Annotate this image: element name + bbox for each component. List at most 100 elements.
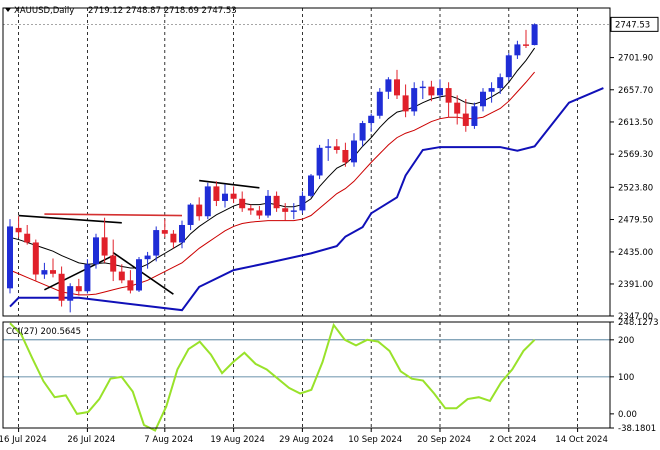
candle-body bbox=[342, 149, 349, 163]
cci-y-tick-label: 200 bbox=[618, 336, 634, 346]
candle-body bbox=[127, 280, 134, 291]
price-y-tick-label: 2701.90 bbox=[618, 54, 653, 64]
price-panel bbox=[7, 23, 604, 313]
candle-body bbox=[110, 255, 117, 272]
candle-body bbox=[376, 91, 383, 116]
candle-body bbox=[101, 237, 108, 256]
symbol-label: XAUUSD,Daily bbox=[14, 6, 74, 16]
candle-body bbox=[488, 88, 495, 92]
price-y-tick-label: 2613.50 bbox=[618, 118, 653, 128]
candle-body bbox=[239, 198, 246, 209]
candle-body bbox=[58, 273, 65, 301]
cci-panel bbox=[9, 322, 536, 432]
candle-body bbox=[67, 286, 74, 301]
candle-body bbox=[204, 186, 211, 217]
x-tick-label: 29 Aug 2024 bbox=[279, 435, 333, 445]
candle-body bbox=[75, 286, 82, 292]
candle-body bbox=[84, 264, 91, 292]
cci-title: CCI(27) 200.5645 bbox=[6, 327, 81, 337]
candle-body bbox=[368, 115, 375, 124]
price-y-tick-label: 2435.00 bbox=[618, 248, 653, 258]
candle-body bbox=[15, 227, 22, 233]
candle-body bbox=[222, 193, 228, 201]
cci-y-tick-label: 0.00 bbox=[618, 410, 637, 420]
price-y-tick-label: 2569.30 bbox=[618, 150, 653, 160]
candle-body bbox=[93, 237, 99, 265]
price-y-tick-label: 2479.50 bbox=[618, 216, 653, 226]
price-y-tick-label: 2347.00 bbox=[618, 312, 653, 322]
x-tick-label: 16 Jul 2024 bbox=[0, 435, 47, 445]
header: XAUUSD,Daily 2719.12 2748.87 2718.69 274… bbox=[5, 6, 237, 16]
cci-y-tick-label: -38.1801 bbox=[618, 424, 656, 434]
x-tick-label: 2 Oct 2024 bbox=[489, 435, 536, 445]
candle-body bbox=[290, 210, 297, 212]
candle-body bbox=[118, 271, 125, 281]
candle-body bbox=[153, 230, 160, 256]
candle-body bbox=[282, 208, 289, 212]
candle-body bbox=[333, 146, 340, 150]
slow-moving-average bbox=[9, 71, 535, 296]
x-tick-label: 19 Aug 2024 bbox=[210, 435, 264, 445]
price-panel-border bbox=[2, 7, 611, 317]
candle-body bbox=[402, 95, 409, 112]
candle-body bbox=[419, 86, 426, 89]
candle-body bbox=[462, 113, 469, 126]
candle-body bbox=[41, 270, 48, 275]
last-price-label: 2747.53 bbox=[615, 20, 650, 30]
candle-body bbox=[325, 146, 332, 148]
candle-body bbox=[471, 106, 478, 126]
candle-body bbox=[523, 44, 529, 46]
candle-body bbox=[24, 233, 31, 243]
candle-body bbox=[359, 123, 366, 141]
x-tick-label: 26 Jul 2024 bbox=[67, 435, 115, 445]
candle-body bbox=[170, 233, 177, 243]
x-tick-label: 10 Sep 2024 bbox=[348, 435, 402, 445]
candle-body bbox=[213, 186, 220, 201]
candle-body bbox=[394, 79, 400, 96]
price-y-tick-label: 2391.00 bbox=[618, 280, 653, 290]
trendline bbox=[44, 254, 114, 291]
candle-body bbox=[144, 255, 151, 260]
trailing-stop-line bbox=[9, 87, 604, 312]
cci-y-tick-label: 100 bbox=[618, 373, 634, 383]
candle-body bbox=[187, 204, 194, 225]
candle-body bbox=[505, 55, 512, 78]
candle-body bbox=[437, 88, 443, 96]
x-tick-label: 14 Oct 2024 bbox=[555, 435, 608, 445]
candle-body bbox=[50, 270, 56, 274]
candle-body bbox=[531, 24, 538, 46]
last-price-box bbox=[610, 16, 659, 32]
trendline bbox=[199, 179, 260, 189]
candle-body bbox=[230, 193, 237, 199]
cci-panel-border bbox=[2, 321, 611, 429]
candle-body bbox=[299, 195, 306, 211]
candle-body bbox=[179, 224, 185, 243]
candle-body bbox=[316, 147, 323, 176]
candle-body bbox=[32, 242, 39, 275]
candle-body bbox=[273, 195, 280, 209]
candle-body bbox=[454, 102, 461, 114]
cci-y-tick-label: 248.1273 bbox=[618, 318, 659, 328]
candle-body bbox=[256, 210, 263, 216]
candle-body bbox=[247, 208, 254, 211]
candle-body bbox=[411, 88, 418, 112]
candle-body bbox=[514, 44, 521, 56]
grid-lines bbox=[3, 8, 610, 428]
trendline bbox=[112, 251, 174, 295]
dropdown-triangle-icon[interactable] bbox=[5, 8, 11, 12]
candle-body bbox=[265, 195, 271, 216]
candle-body bbox=[497, 77, 504, 89]
x-tick-label: 20 Sep 2024 bbox=[417, 435, 471, 445]
candle-body bbox=[136, 259, 142, 291]
candle-body bbox=[385, 79, 392, 92]
candle-body bbox=[428, 86, 435, 96]
ohlc-values: 2719.12 2748.87 2718.69 2747.53 bbox=[88, 6, 237, 16]
candle-body bbox=[480, 91, 486, 107]
candle-body bbox=[196, 204, 203, 217]
candle-body bbox=[7, 226, 13, 289]
candle-body bbox=[308, 175, 314, 196]
price-y-tick-label: 2657.70 bbox=[618, 86, 653, 96]
axes: 16 Jul 2024 26 Jul 2024 7 Aug 2024 19 Aug 2… bbox=[0, 7, 659, 445]
